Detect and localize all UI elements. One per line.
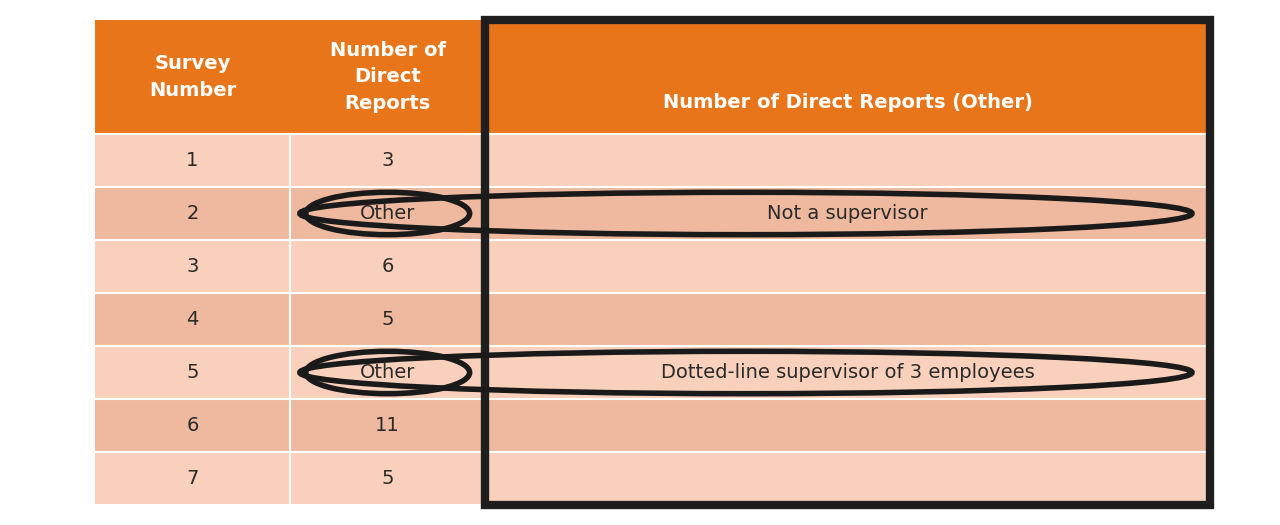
Text: Number of Direct Reports (Other): Number of Direct Reports (Other) <box>663 92 1033 111</box>
Bar <box>95 187 291 240</box>
Text: 5: 5 <box>381 310 394 329</box>
Bar <box>95 346 291 399</box>
Bar <box>485 399 1210 452</box>
Bar <box>485 240 1210 293</box>
Bar <box>95 20 291 134</box>
Text: 11: 11 <box>375 416 401 435</box>
Bar <box>485 20 1210 134</box>
Bar <box>485 293 1210 346</box>
Bar <box>485 187 1210 240</box>
Text: Survey
Number: Survey Number <box>148 54 237 100</box>
Bar <box>95 452 291 505</box>
Text: 2: 2 <box>187 204 198 223</box>
Text: 1: 1 <box>187 151 198 170</box>
Bar <box>291 187 485 240</box>
Text: 4: 4 <box>187 310 198 329</box>
Bar <box>291 20 485 134</box>
Bar <box>95 134 291 187</box>
Text: Other: Other <box>360 363 416 382</box>
Text: 6: 6 <box>381 257 394 276</box>
Text: 3: 3 <box>187 257 198 276</box>
Bar <box>291 452 485 505</box>
Text: 6: 6 <box>187 416 198 435</box>
Text: Not a supervisor: Not a supervisor <box>767 204 928 223</box>
Text: 3: 3 <box>381 151 394 170</box>
Text: 5: 5 <box>381 469 394 488</box>
Text: Dotted-line supervisor of 3 employees: Dotted-line supervisor of 3 employees <box>660 363 1034 382</box>
Bar <box>291 293 485 346</box>
Text: 7: 7 <box>187 469 198 488</box>
Bar <box>485 20 1210 505</box>
Bar <box>95 240 291 293</box>
Text: Number of
Direct
Reports: Number of Direct Reports <box>330 41 445 113</box>
Bar <box>291 134 485 187</box>
Text: 5: 5 <box>187 363 198 382</box>
Bar <box>485 452 1210 505</box>
Text: Other: Other <box>360 204 416 223</box>
Bar <box>485 134 1210 187</box>
Bar <box>291 399 485 452</box>
Bar <box>485 346 1210 399</box>
Bar <box>95 293 291 346</box>
Bar <box>291 346 485 399</box>
Bar <box>291 240 485 293</box>
Bar <box>95 399 291 452</box>
